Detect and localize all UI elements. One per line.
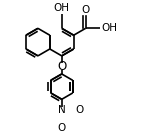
Text: OH: OH xyxy=(54,3,70,13)
Text: O: O xyxy=(82,5,90,15)
Text: O: O xyxy=(57,60,66,73)
Text: OH: OH xyxy=(101,23,117,33)
Text: N: N xyxy=(58,105,66,115)
Text: O: O xyxy=(58,123,66,132)
Text: O: O xyxy=(76,105,84,115)
